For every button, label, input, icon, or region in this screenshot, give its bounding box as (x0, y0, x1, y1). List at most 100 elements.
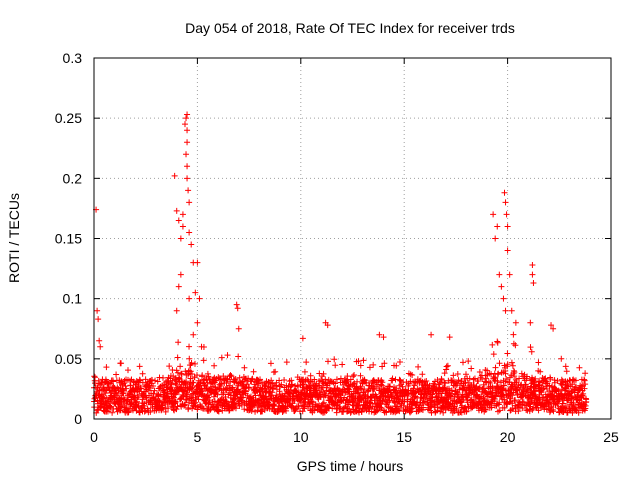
data-point (141, 408, 148, 415)
data-point (357, 372, 364, 379)
data-point (562, 363, 569, 370)
data-point (250, 368, 257, 375)
data-point (446, 334, 453, 341)
data-point (276, 377, 283, 384)
data-point (136, 363, 143, 370)
data-point (441, 379, 448, 386)
data-point (529, 271, 536, 278)
data-point (202, 382, 209, 389)
data-point (517, 382, 524, 389)
data-point (333, 409, 340, 416)
axis-ticks (93, 57, 612, 420)
data-point (503, 211, 510, 218)
data-point (453, 405, 460, 412)
data-point (502, 199, 509, 206)
data-point (197, 379, 204, 386)
data-point (496, 407, 503, 414)
data-point (538, 389, 545, 396)
data-point (190, 331, 197, 338)
data-point (476, 368, 483, 375)
data-point (563, 403, 569, 410)
data-point (332, 390, 339, 397)
data-point (494, 378, 501, 385)
data-point (300, 387, 307, 394)
data-point (455, 377, 462, 384)
y-tick-labels: 0 0.05 0.1 0.15 0.2 0.25 0.3 (55, 50, 82, 427)
data-point (232, 405, 239, 412)
data-point (184, 127, 191, 134)
data-point (463, 407, 470, 414)
data-point (377, 406, 384, 413)
data-point (299, 379, 306, 386)
data-point (409, 371, 416, 378)
data-point (379, 363, 386, 370)
data-point (246, 384, 253, 391)
data-point (504, 361, 511, 368)
data-point (91, 374, 98, 381)
data-point (187, 375, 194, 382)
data-point (311, 376, 318, 383)
data-point (512, 397, 519, 404)
data-point (428, 331, 435, 338)
data-point (581, 385, 588, 392)
data-point (174, 354, 181, 361)
data-point (492, 235, 499, 242)
data-point (570, 376, 577, 383)
data-point (482, 406, 489, 413)
data-point (295, 403, 302, 410)
data-point (250, 402, 257, 409)
data-point (535, 359, 542, 366)
data-point (193, 372, 200, 379)
data-point (107, 389, 114, 396)
data-point (558, 355, 565, 362)
data-point (529, 261, 536, 268)
y-tick-label: 0.1 (63, 291, 83, 307)
data-point (307, 378, 314, 385)
data-point (411, 394, 418, 401)
data-point (373, 408, 380, 415)
data-point (198, 392, 205, 399)
data-point (121, 377, 128, 384)
data-point (491, 395, 498, 402)
data-point (179, 223, 186, 230)
data-point (123, 385, 130, 392)
data-point (511, 369, 518, 376)
data-point (389, 375, 396, 382)
data-point (218, 354, 225, 361)
data-point (376, 331, 383, 338)
data-point (575, 409, 582, 416)
data-point (482, 406, 489, 413)
data-point (409, 405, 416, 412)
data-point (262, 389, 269, 396)
data-points (91, 111, 590, 416)
data-point (178, 370, 185, 377)
data-point (370, 361, 377, 368)
data-point (578, 383, 585, 390)
data-point (281, 377, 288, 384)
data-point (554, 400, 561, 407)
data-point (269, 389, 276, 396)
data-point (218, 380, 225, 387)
data-point (235, 325, 242, 332)
data-point (150, 382, 157, 389)
data-point (152, 377, 159, 384)
data-point (124, 367, 131, 374)
data-point (508, 359, 515, 366)
y-tick-label: 0.25 (55, 110, 82, 126)
data-point (216, 375, 223, 382)
data-point (509, 362, 516, 369)
data-point (516, 386, 523, 393)
data-point (549, 406, 556, 413)
data-point (227, 372, 234, 379)
data-point (186, 229, 193, 236)
data-point (120, 399, 127, 406)
data-point (508, 307, 515, 314)
data-point (108, 398, 115, 405)
data-point (134, 398, 141, 405)
data-point (255, 377, 262, 384)
data-point (171, 172, 178, 179)
data-point (563, 387, 570, 394)
data-point (550, 325, 557, 332)
data-point (371, 397, 378, 404)
data-point (558, 376, 565, 383)
